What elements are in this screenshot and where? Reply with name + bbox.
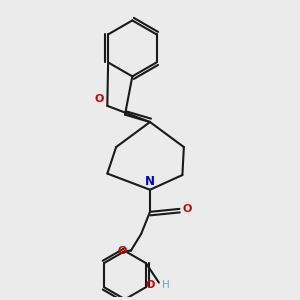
Text: O: O bbox=[95, 94, 104, 104]
Text: O: O bbox=[183, 204, 192, 214]
Text: O: O bbox=[145, 280, 154, 290]
Text: H: H bbox=[162, 280, 170, 290]
Text: N: N bbox=[145, 175, 155, 188]
Text: O: O bbox=[118, 246, 127, 256]
